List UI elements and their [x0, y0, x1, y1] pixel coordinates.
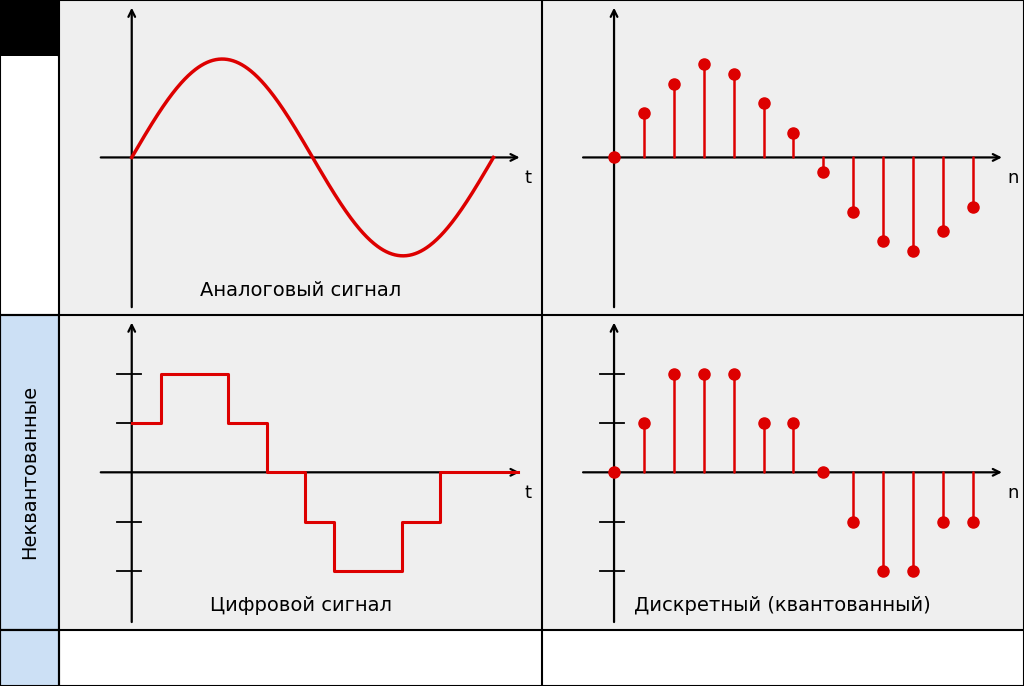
Text: Дискретный (квантованный): Дискретный (квантованный) [635, 596, 931, 615]
Text: n: n [1008, 169, 1019, 187]
Text: Цифровой сигнал: Цифровой сигнал [210, 596, 391, 615]
Text: n: n [1008, 484, 1019, 502]
Text: Неквантованные: Неквантованные [20, 386, 39, 559]
Text: t: t [525, 169, 531, 187]
Text: Дискретные: Дискретные [707, 16, 859, 40]
Text: Аналоговый сигнал: Аналоговый сигнал [200, 281, 401, 300]
Text: t: t [525, 484, 531, 502]
Text: Непрерывные: Непрерывные [214, 16, 387, 40]
